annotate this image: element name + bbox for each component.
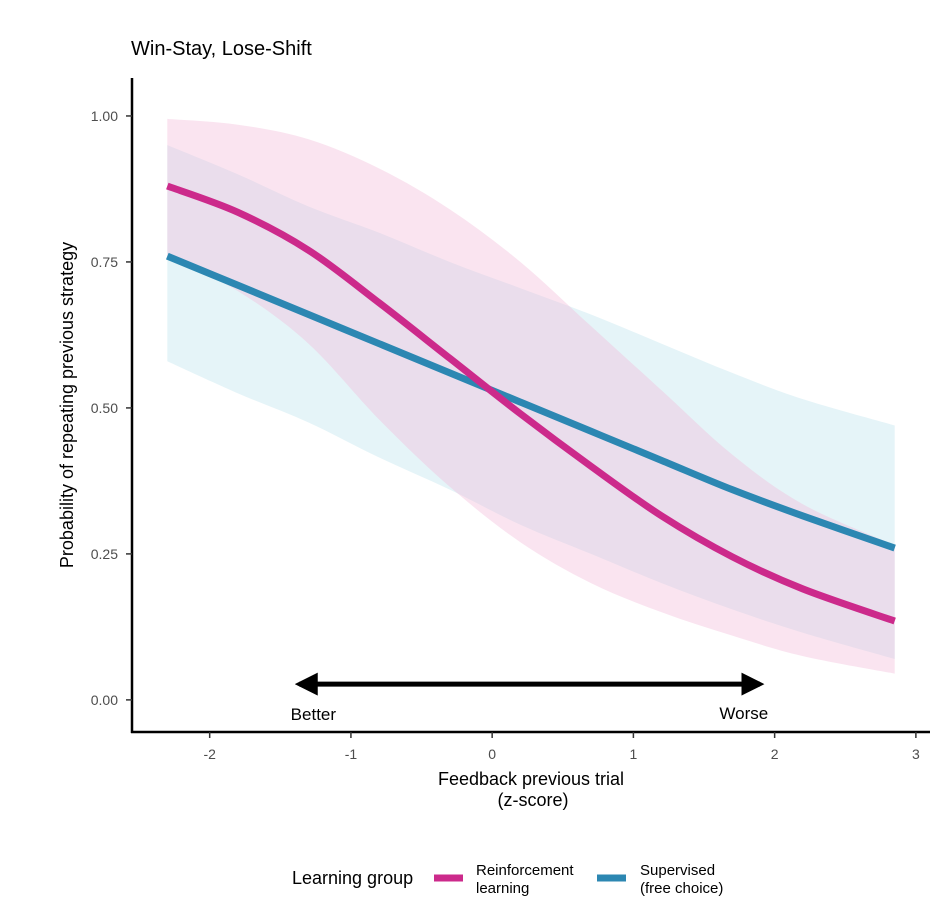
legend-title: Learning group <box>292 868 413 888</box>
x-tick-label: -2 <box>203 746 216 762</box>
y-axis-label: Probability of repeating previous strate… <box>57 242 77 568</box>
legend-label-reinforcement-1: Reinforcement <box>476 862 574 879</box>
legend-label-supervised-1: Supervised <box>640 862 715 879</box>
y-tick-label: 0.50 <box>91 400 118 416</box>
band-supervised <box>167 145 895 660</box>
axes <box>130 78 930 734</box>
x-ticks: -2 -1 0 1 2 3 <box>203 732 920 762</box>
y-tick-label: 0.75 <box>91 254 118 270</box>
x-axis-label-unit: (z-score) <box>498 790 569 810</box>
better-label: Better <box>291 705 337 724</box>
confidence-bands <box>167 118 895 674</box>
y-tick-label: 0.00 <box>91 692 118 708</box>
legend-label-reinforcement-2: learning <box>476 880 529 897</box>
feedback-annotation: Better Worse <box>291 672 768 724</box>
x-tick-label: 3 <box>912 746 920 762</box>
y-tick-label: 0.25 <box>91 546 118 562</box>
x-tick-label: 2 <box>771 746 779 762</box>
series-lines <box>165 182 896 625</box>
line-supervised <box>165 252 896 552</box>
y-tick-label: 1.00 <box>91 108 118 124</box>
x-tick-label: 0 <box>488 746 496 762</box>
x-tick-label: -1 <box>345 746 358 762</box>
x-tick-label: 1 <box>629 746 637 762</box>
line-reinforcement <box>166 182 896 625</box>
legend-label-supervised-2: (free choice) <box>640 880 723 897</box>
chart-title: Win-Stay, Lose-Shift <box>131 38 312 60</box>
worse-label: Worse <box>719 704 768 723</box>
band-reinforcement <box>167 118 895 674</box>
x-axis-label: Feedback previous trial <box>438 769 624 789</box>
legend: Learning group Reinforcement learning Su… <box>292 862 723 897</box>
y-ticks: 0.00 0.25 0.50 0.75 1.00 <box>91 108 132 708</box>
